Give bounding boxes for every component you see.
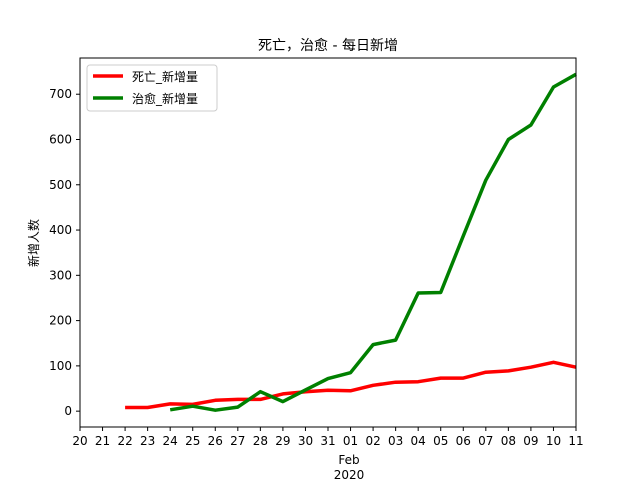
y-tick-label: 300 bbox=[49, 268, 72, 282]
x-tick-label: 30 bbox=[298, 434, 313, 448]
x-tick-label: 08 bbox=[501, 434, 516, 448]
y-tick-label: 0 bbox=[64, 404, 72, 418]
y-axis: 0 100 200 300 400 500 600 700 bbox=[49, 87, 80, 418]
series-line-deaths bbox=[125, 360, 577, 410]
chart-title: 死亡，治愈 - 每日新增 bbox=[258, 38, 398, 54]
x-tick-label: 29 bbox=[275, 434, 290, 448]
x-tick-label: 07 bbox=[478, 434, 493, 448]
y-tick-label: 100 bbox=[49, 359, 72, 373]
x-tick-label: 20 bbox=[72, 434, 87, 448]
x-tick-label: 24 bbox=[163, 434, 178, 448]
x-tick-label: 31 bbox=[320, 434, 335, 448]
x-tick-label: 22 bbox=[117, 434, 132, 448]
x-tick-label: 06 bbox=[456, 434, 471, 448]
x-tick-label: 27 bbox=[230, 434, 245, 448]
x-tick-label: 10 bbox=[546, 434, 561, 448]
x-year-label: 2020 bbox=[334, 468, 365, 480]
x-tick-label: 26 bbox=[208, 434, 223, 448]
x-tick-label: 11 bbox=[568, 434, 583, 448]
x-tick-label: 28 bbox=[253, 434, 268, 448]
y-tick-label: 600 bbox=[49, 132, 72, 146]
x-tick-label: 05 bbox=[433, 434, 448, 448]
y-axis-title: 新增人数 bbox=[26, 219, 41, 267]
x-tick-label: 09 bbox=[523, 434, 538, 448]
x-tick-label: 03 bbox=[388, 434, 403, 448]
x-tick-label: 04 bbox=[411, 434, 426, 448]
x-axis: 20 21 22 23 24 25 26 27 28 29 30 31 01 02 03 04 05 06 07 08… bbox=[72, 427, 584, 448]
legend: 死亡_新增量 治愈_新增量 bbox=[86, 64, 218, 112]
x-tick-label: 25 bbox=[185, 434, 200, 448]
x-tick-label: 23 bbox=[140, 434, 155, 448]
legend-label-recovered: 治愈_新增量 bbox=[132, 91, 198, 106]
x-tick-label: 01 bbox=[343, 434, 358, 448]
y-tick-label: 500 bbox=[49, 178, 72, 192]
y-tick-label: 700 bbox=[49, 87, 72, 101]
y-tick-label: 200 bbox=[49, 314, 72, 328]
legend-label-deaths: 死亡_新增量 bbox=[132, 69, 198, 84]
x-tick-label: 21 bbox=[95, 434, 110, 448]
x-month-label: Feb bbox=[338, 453, 359, 467]
y-tick-label: 400 bbox=[49, 223, 72, 237]
plot-lines bbox=[125, 72, 577, 412]
x-tick-label: 02 bbox=[365, 434, 380, 448]
series-line-recovered bbox=[169, 72, 577, 412]
